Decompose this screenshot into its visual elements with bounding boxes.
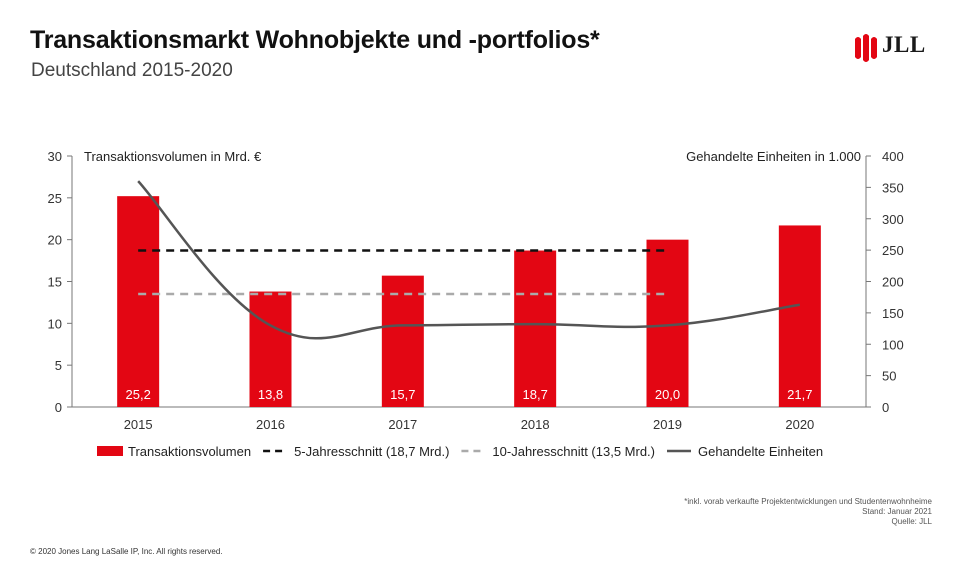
x-tick-label: 2019 [653, 417, 682, 432]
units-line [137, 180, 801, 340]
bar-data-label: 20,0 [655, 387, 680, 402]
right-axis-label: Gehandelte Einheiten in 1.000 [686, 149, 861, 164]
legend-swatch [97, 446, 123, 456]
bar [249, 291, 292, 407]
logo-stripe [855, 37, 861, 59]
jll-logo-icon [855, 34, 877, 62]
x-tick-label: 2020 [785, 417, 814, 432]
footnote-line: *inkl. vorab verkaufte Projektentwicklun… [684, 497, 932, 506]
bar [117, 196, 160, 407]
jll-logo-text: JLL [882, 32, 926, 57]
left-tick-label: 15 [48, 275, 62, 290]
x-tick-label: 2017 [388, 417, 417, 432]
left-tick-label: 30 [48, 149, 62, 164]
bar [514, 250, 557, 407]
right-tick-label: 0 [882, 400, 889, 415]
copyright-notice: © 2020 Jones Lang LaSalle IP, Inc. All r… [30, 547, 223, 556]
right-tick-label: 200 [882, 275, 904, 290]
transaction-chart: 0 5 10 15 20 25 30 Transaktionsvolumen in Mrd. … [48, 149, 904, 459]
footnote-line: Stand: Januar 2021 [862, 507, 932, 516]
footnote-line: Quelle: JLL [891, 517, 932, 526]
legend-label: 10-Jahresschnitt (13,5 Mrd.) [492, 444, 655, 459]
legend-label: 5-Jahresschnitt (18,7 Mrd.) [294, 444, 449, 459]
bar-data-label: 13,8 [258, 387, 283, 402]
page-subtitle: Deutschland 2015-2020 [31, 60, 233, 81]
bar-data-label: 18,7 [523, 387, 548, 402]
bar [381, 275, 424, 407]
legend-label: Transaktionsvolumen [128, 444, 251, 459]
left-tick-label: 25 [48, 191, 62, 206]
left-tick-label: 10 [48, 316, 62, 331]
page-title: Transaktionsmarkt Wohnobjekte und -portf… [30, 26, 600, 54]
logo-stripe [863, 34, 869, 62]
right-tick-label: 300 [882, 212, 904, 227]
jll-logo: JLL [852, 30, 932, 66]
right-tick-label: 350 [882, 180, 904, 195]
right-tick-label: 50 [882, 369, 896, 384]
footnote: *inkl. vorab verkaufte Projektentwicklun… [684, 497, 932, 527]
left-tick-label: 20 [48, 233, 62, 248]
bar [778, 225, 821, 407]
left-axis-label: Transaktionsvolumen in Mrd. € [84, 149, 262, 164]
bar-data-label: 15,7 [390, 387, 415, 402]
x-tick-label: 2016 [256, 417, 285, 432]
logo-stripe [871, 37, 877, 59]
left-tick-label: 5 [55, 358, 62, 373]
right-tick-label: 100 [882, 337, 904, 352]
right-tick-label: 400 [882, 149, 904, 164]
x-tick-label: 2015 [124, 417, 153, 432]
right-tick-label: 250 [882, 243, 904, 258]
bar-data-label: 25,2 [126, 387, 151, 402]
legend-label: Gehandelte Einheiten [698, 444, 823, 459]
bar-data-label: 21,7 [787, 387, 812, 402]
x-tick-label: 2018 [521, 417, 550, 432]
left-tick-label: 0 [55, 400, 62, 415]
right-tick-label: 150 [882, 306, 904, 321]
